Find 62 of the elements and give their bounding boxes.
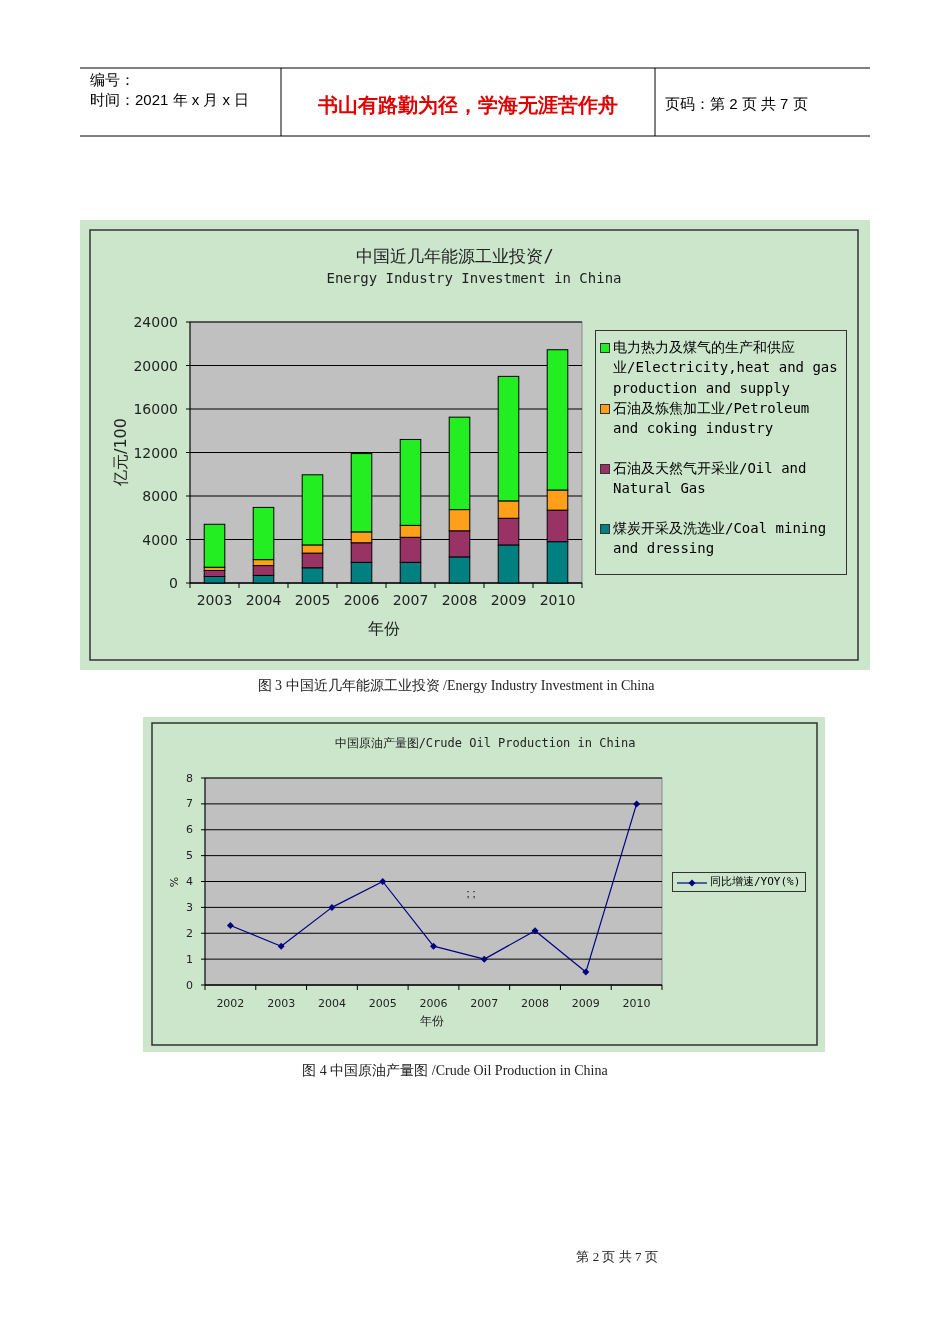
legend-label: 电力热力及煤气的生产和供应业/Electricity,heat and gas production and supply <box>613 338 839 398</box>
chart-title: 中国近几年能源工业投资/ <box>356 246 554 266</box>
x-tick-label: 2005 <box>368 997 397 1010</box>
x-tick-label: 2010 <box>622 997 651 1010</box>
y-tick-label: 1 <box>186 952 193 966</box>
annotation: ; ; <box>466 887 476 899</box>
y-axis-title: % <box>168 876 181 888</box>
y-tick-label: 4000 <box>142 531 178 548</box>
text: 时间：2021 年 x 月 x 日 <box>90 91 250 108</box>
point <box>277 942 285 950</box>
y-tick-label: 7 <box>186 797 193 811</box>
y-tick-label: 5 <box>186 849 193 863</box>
x-tick-label: 2003 <box>267 997 296 1010</box>
x-tick-label: 2010 <box>539 592 576 608</box>
x-tick-label: 2003 <box>196 592 233 608</box>
point <box>480 955 488 963</box>
x-tick-label: 2008 <box>521 997 550 1010</box>
point <box>379 878 387 885</box>
x-tick-label: 2006 <box>343 592 380 608</box>
x-axis-title: 年份 <box>420 1014 444 1028</box>
point <box>430 942 437 950</box>
legend-label: 同比增速/YOY(%) <box>710 874 801 890</box>
text: 书山有路勤为径，学海无涯苦作舟 <box>317 94 618 116</box>
x-tick-label: 2004 <box>317 997 346 1010</box>
x-axis-title: 年份 <box>368 619 400 638</box>
y-tick-label: 20000 <box>133 357 178 374</box>
chart-subtitle: Energy Industry Investment in China <box>326 270 622 286</box>
caption: 图 3 中国近几年能源工业投资 /Energy Industry Investment in China <box>257 678 656 693</box>
y-tick-label: 16000 <box>133 401 178 417</box>
text: 编号： <box>90 71 135 88</box>
x-tick-label: 2009 <box>490 592 527 608</box>
y-tick-label: 6 <box>186 823 193 837</box>
y-tick-label: 4 <box>186 875 193 888</box>
point <box>328 903 336 911</box>
caption: 图 4 中国原油产量图 /Crude Oil Production in China <box>302 1063 609 1078</box>
y-tick-label: 24000 <box>133 314 178 330</box>
x-tick-label: 2004 <box>245 592 282 608</box>
legend-label: 石油及炼焦加工业/Petroleum and coking industry <box>613 398 811 439</box>
x-tick-label: 2006 <box>419 997 448 1010</box>
legend-label: 石油及天然气开采业/Oil and Natural Gas <box>613 458 808 499</box>
point <box>226 921 234 929</box>
point <box>582 968 590 976</box>
x-tick-label: 2002 <box>216 997 245 1010</box>
y-tick-label: 2 <box>186 926 193 940</box>
x-tick-label: 2008 <box>441 592 478 608</box>
x-tick-label: 2005 <box>294 592 331 608</box>
point <box>633 800 641 808</box>
y-tick-label: 0 <box>186 978 193 992</box>
legend-label: 煤炭开采及洗选业/Coal mining and dressing <box>613 518 828 559</box>
chart-title: 中国原油产量图/Crude Oil Production in China <box>334 736 636 750</box>
x-tick-label: 2007 <box>392 592 429 608</box>
y-tick-label: 8000 <box>142 488 178 504</box>
y-tick-label: 0 <box>169 575 178 591</box>
x-tick-label: 2007 <box>470 997 499 1010</box>
text: 页码：第 2 页 共 7 页 <box>665 95 808 112</box>
y-tick-label: 8 <box>186 771 193 785</box>
text: 第 2 页 共 7 页 <box>576 1249 658 1264</box>
y-tick-label: 12000 <box>133 444 178 461</box>
y-tick-label: 3 <box>186 900 193 914</box>
point <box>531 927 539 935</box>
y-axis-title: 亿元/100 <box>111 418 130 487</box>
x-tick-label: 2009 <box>571 997 600 1010</box>
